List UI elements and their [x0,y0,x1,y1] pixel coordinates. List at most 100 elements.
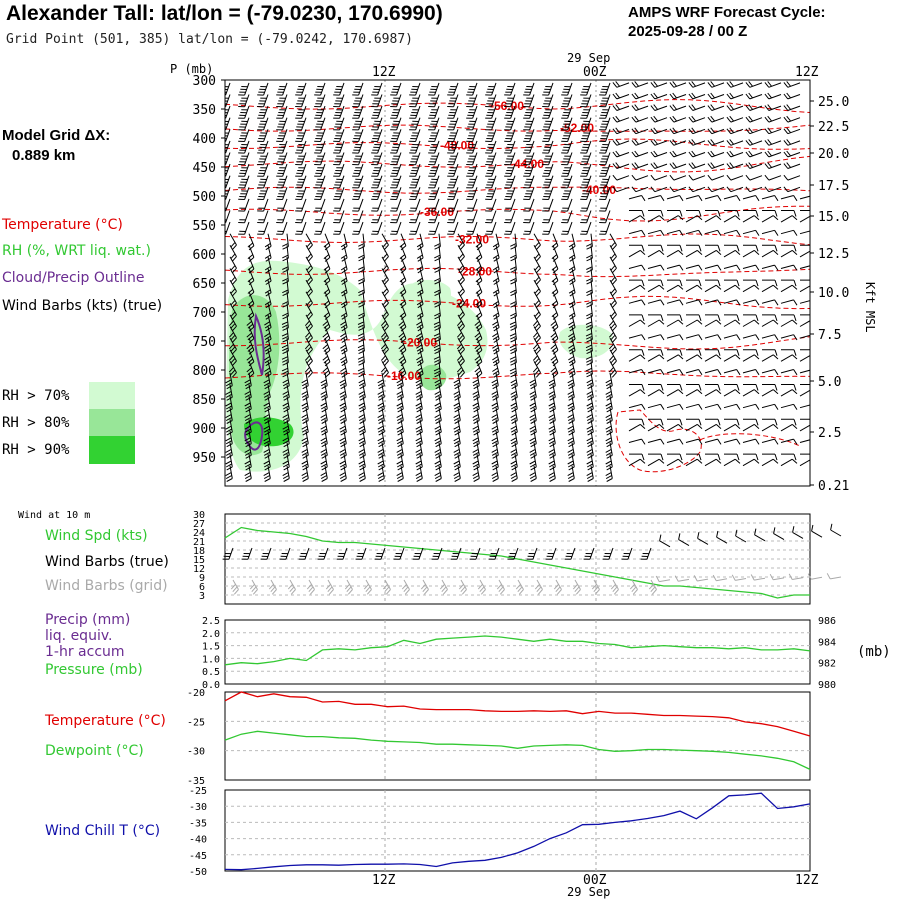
upper-wind-barb-921 [726,115,744,123]
upper-wind-barb-231 [339,396,347,413]
upper-wind-barb-787 [650,139,668,146]
upper-wind-barb-198 [320,407,328,424]
upper-wind-barb-452 [466,198,478,212]
upper-wind-barb-53 [247,303,255,320]
upper-wind-barb-691 [599,210,611,224]
upper-wind-barb-229 [339,372,347,390]
upper-wind-barb-794 [666,215,684,223]
upper-wind-barb-276 [371,129,383,142]
upper-wind-barb-867 [705,279,721,287]
upper-wind-barb-791 [650,186,668,193]
upper-wind-barb-316 [390,198,402,212]
upper-wind-barb-213 [333,187,345,200]
upper-wind-barb-518 [504,175,516,189]
upper-wind-barb-111 [276,187,288,200]
upper-wind-barb-3 [225,117,231,131]
upper-wind-barb-894 [723,195,741,202]
upper-wind-barb-929 [743,210,759,217]
upper-wind-barb-430 [456,337,465,355]
upper-wind-barb-101 [263,465,271,482]
upper-wind-barb-164 [301,407,309,424]
upper-wind-barb-931 [742,229,760,236]
upper-wind-barb-249 [352,210,364,224]
grid-wind-barb-14 [496,579,505,595]
grid-wind-barb-31 [807,573,823,580]
bottom-tick-12z-b: 12Z [795,873,819,888]
true-wind-barb-20 [602,547,614,560]
upper-wind-barb-961 [745,186,763,193]
wind-speed-tick-18: 18 [193,546,205,557]
upper-wind-barb-420 [447,221,459,235]
upper-wind-barb-165 [301,419,309,436]
upper-wind-barb-976 [761,354,779,362]
wind-speed-tick-12: 12 [193,564,205,575]
top-tick-12z-b: 12Z [795,65,819,80]
upper-wind-barb-906 [723,334,741,341]
grid-wind-barb-22 [648,579,657,595]
isotherm-label-9: -20.00 [403,336,437,350]
upper-wind-barb-128 [282,384,290,401]
upper-wind-barb-443 [466,94,478,108]
upper-wind-barb-532 [509,338,517,355]
upper-wind-barb-1020 [783,81,801,88]
upper-wind-barb-77 [257,187,269,200]
upper-wind-barb-200 [320,430,328,448]
wind-chill-tick-0: -25 [189,786,207,797]
upper-wind-barb-903 [723,299,741,306]
upper-wind-barb-1021 [783,92,801,100]
upper-wind-barb-513 [504,117,516,131]
upper-wind-barb-312 [390,152,402,166]
upper-wind-barb-693 [609,233,617,251]
upper-wind-barb-188 [323,291,331,309]
upper-wind-barb-822 [669,150,687,158]
upper-wind-barb-655 [580,187,592,200]
forecast-cycle-value: 2025-09-28 / 00 Z [628,23,748,40]
upper-wind-barb-815 [666,458,684,467]
upper-wind-barb-952 [745,81,763,88]
upper-wind-barb-439 [453,442,461,459]
upper-wind-barb-542 [510,454,518,471]
upper-wind-barb-479 [485,117,497,131]
upper-wind-barb-557 [533,233,541,251]
upper-wind-barb-347 [409,163,421,177]
upper-wind-barb-620 [561,175,573,189]
upper-wind-barb-241 [352,117,364,131]
upper-wind-barb-461 [475,303,483,320]
upper-wind-barb-175 [314,140,326,154]
upper-wind-barb-768 [648,314,664,322]
upper-wind-barb-503 [491,396,499,413]
rh-bin-90-swatch [89,436,135,464]
upper-wind-barb-694 [609,245,617,262]
grid-wind-barb-30 [788,573,804,580]
model-grid-label: Model Grid ΔX: [2,127,111,144]
upper-wind-barb-588 [542,198,554,212]
upper-wind-barb-943 [742,369,760,376]
upper-wind-barb-826 [685,195,703,202]
legend-wind-barbs-true: Wind Barbs (true) [45,554,169,570]
precip-tick-5: 0.0 [202,680,220,691]
upper-wind-barb-511 [504,94,516,108]
upper-wind-barb-978 [762,384,778,391]
upper-wind-barb-1008 [780,334,798,341]
upper-wind-barb-48 [247,245,255,262]
upper-wind-barb-726 [628,215,646,223]
upper-wind-barb-643 [567,442,575,459]
upper-wind-barb-397 [433,349,441,366]
grid-wind-barb-8 [382,579,391,595]
upper-wind-barb-464 [474,337,483,355]
upper-wind-barb-678 [586,454,594,471]
upper-wind-barb-440 [453,454,461,471]
upper-wind-barb-807 [666,369,684,376]
upper-wind-barb-606 [548,407,556,424]
true-wind-barb-21 [621,547,633,560]
upper-wind-barb-64 [244,430,252,448]
upper-wind-barb-374 [428,82,440,96]
upper-wind-barb-287 [381,256,389,274]
wind-speed-tick-9: 9 [199,573,205,584]
upper-wind-barb-406 [434,454,442,471]
upper-wind-barb-161 [301,372,309,390]
upper-wind-barb-833 [686,279,702,287]
upper-wind-barb-2 [225,105,231,119]
upper-wind-barb-216 [333,221,345,235]
grid-wind-barb-19 [591,579,600,595]
